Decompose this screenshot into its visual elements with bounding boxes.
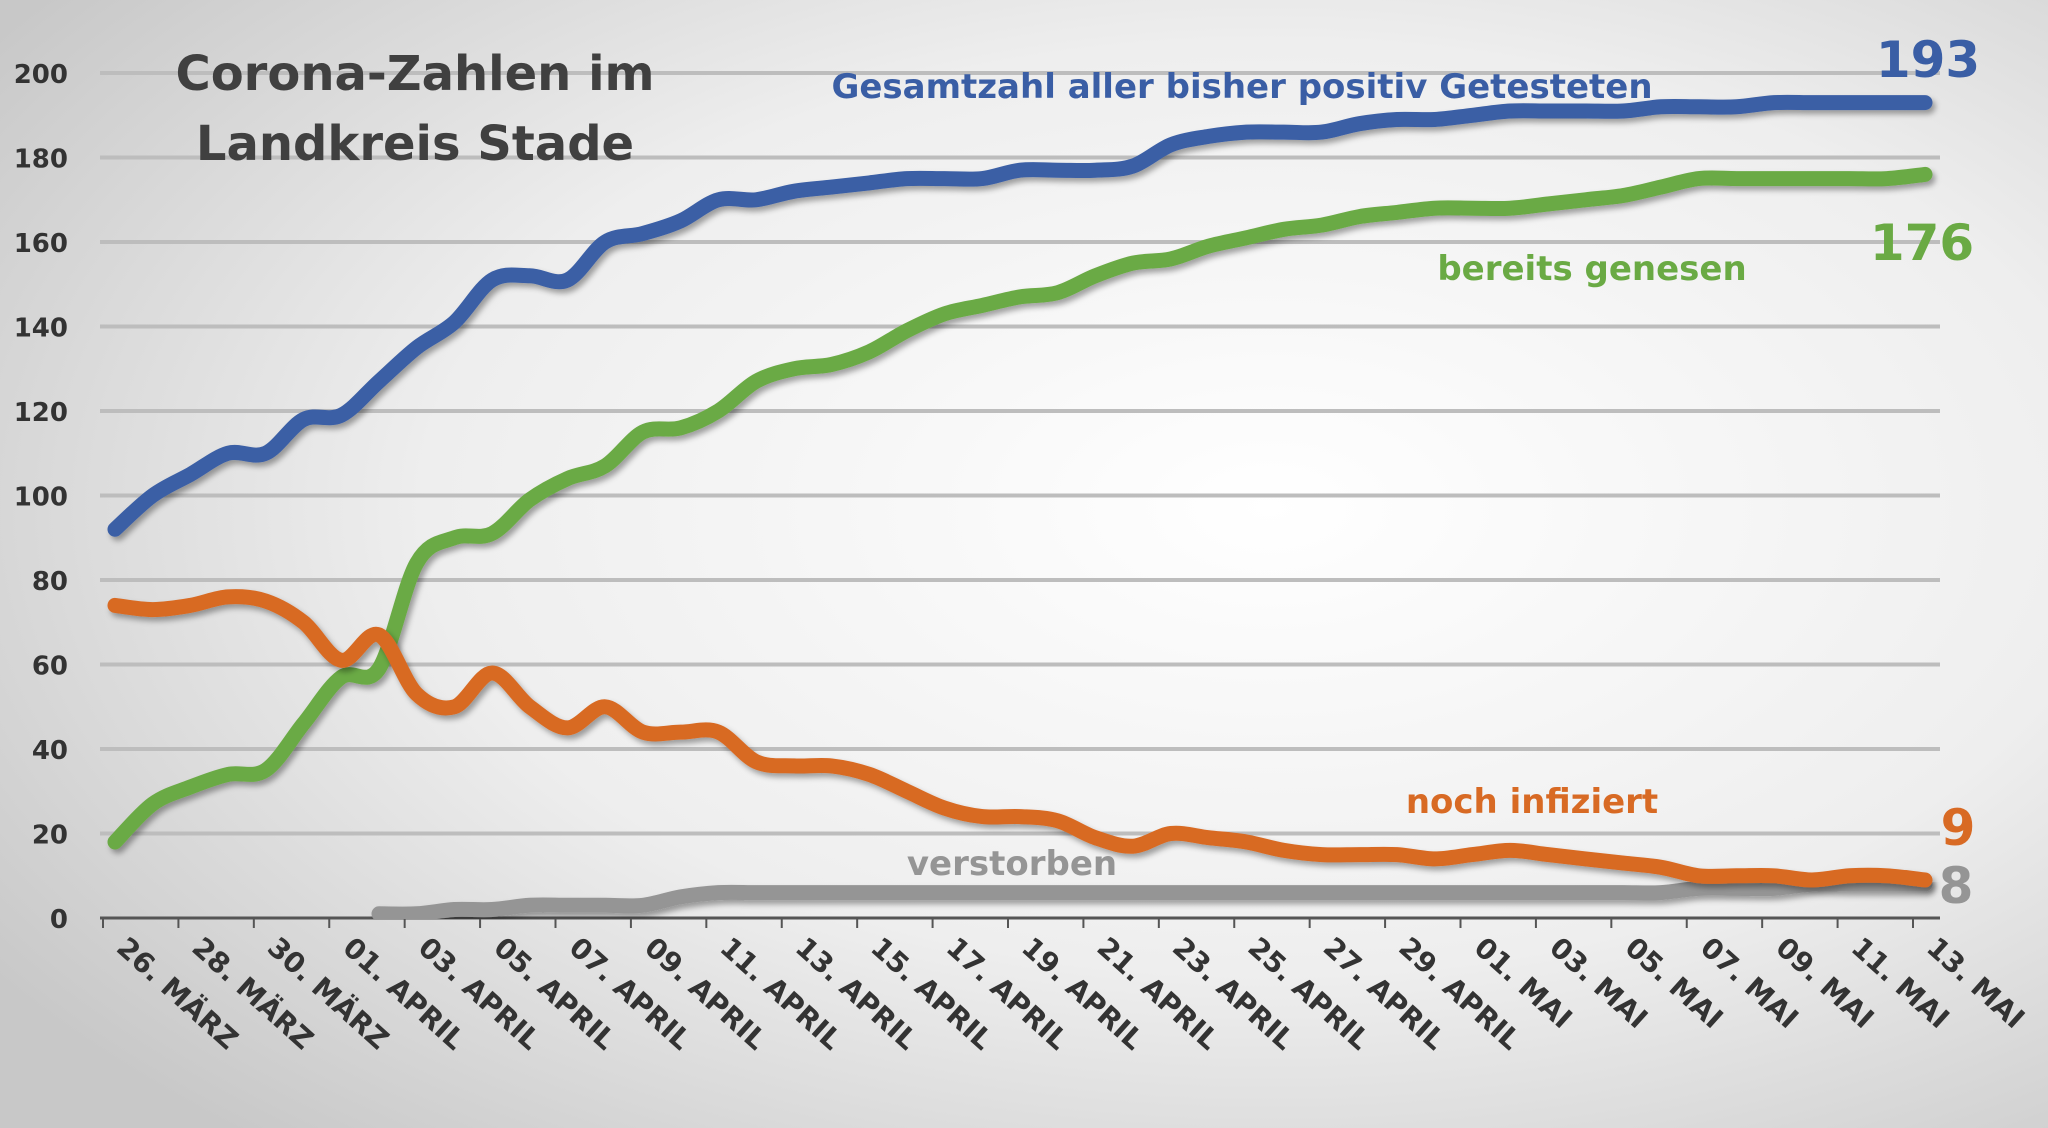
chart-title-line-1: Corona-Zahlen im (175, 46, 654, 102)
end-value-label: 8 (1939, 857, 1974, 915)
y-tick-label: 20 (32, 821, 68, 851)
series-label: verstorben (907, 844, 1117, 884)
y-tick-label: 120 (14, 398, 68, 428)
series-label: bereits genesen (1437, 249, 1746, 289)
series-line-noch-infiziert (107, 589, 1933, 888)
series-line-gesamtzahl-aller-bisher-positiv-getesteten (107, 94, 1933, 537)
y-tick-label: 180 (14, 145, 68, 175)
end-value-label: 193 (1876, 31, 1980, 89)
end-value-label: 176 (1870, 214, 1974, 272)
end-value-label: 9 (1941, 799, 1976, 857)
y-tick-label: 60 (32, 652, 68, 682)
series-line-verstorben (371, 876, 1933, 922)
y-tick-label: 0 (50, 905, 68, 935)
series-label: noch infiziert (1406, 782, 1658, 822)
y-tick-label: 80 (32, 567, 68, 597)
y-tick-label: 40 (32, 736, 68, 766)
y-tick-label: 200 (14, 60, 68, 90)
series-label: Gesamtzahl aller bisher positiv Getestet… (831, 67, 1652, 107)
y-tick-label: 140 (14, 314, 68, 344)
y-tick-label: 160 (14, 229, 68, 259)
y-tick-label: 100 (14, 483, 68, 513)
series-line-bereits-genesen (107, 166, 1933, 850)
chart-title-line-2: Landkreis Stade (196, 116, 634, 172)
